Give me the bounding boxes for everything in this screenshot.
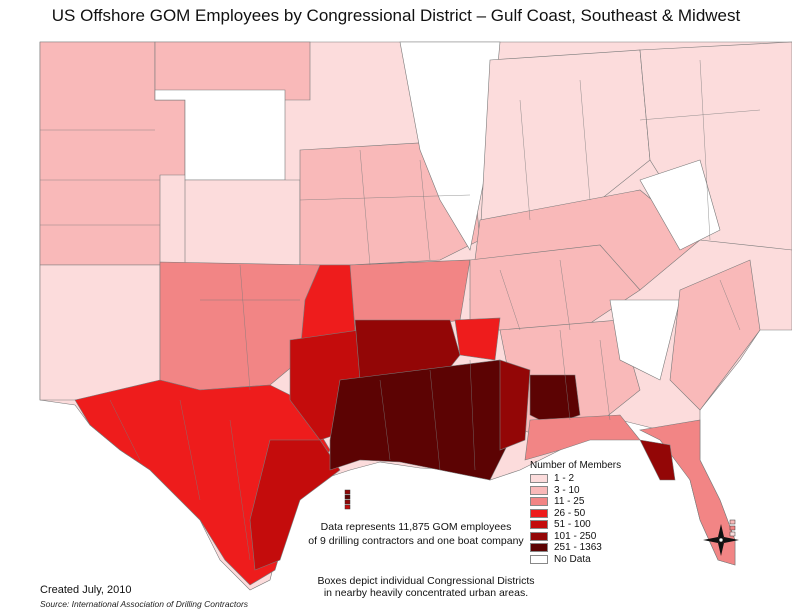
- boxes-note: Boxes depict individual Congressional Di…: [276, 575, 576, 599]
- district-lines: [40, 59, 761, 561]
- legend-label: 1 - 2: [554, 473, 575, 485]
- legend-swatch: [530, 543, 548, 553]
- legend-swatch: [530, 497, 548, 507]
- region-florida-dark: [639, 439, 676, 481]
- legend-swatch: [530, 554, 548, 564]
- florida-district-boxes: [729, 519, 736, 537]
- legend-item: 51 - 100: [530, 519, 640, 531]
- region-alabama-south: [499, 359, 531, 451]
- legend-item: No Data: [530, 554, 640, 566]
- legend-item: 251 - 1363: [530, 542, 640, 554]
- region-texas-coast: [249, 439, 341, 571]
- created-date: Created July, 2010: [40, 584, 132, 596]
- boxes-note-line1: Boxes depict individual Congressional Di…: [317, 575, 535, 587]
- urban-district-boxes: [344, 489, 351, 510]
- compass-rose-icon: [703, 524, 739, 556]
- source-credit: Source: International Association of Dri…: [40, 599, 249, 609]
- legend: Number of Members 1 - 2 3 - 10 11 - 25 2…: [530, 460, 640, 565]
- data-note-line2: of 9 drilling contractors and one boat c…: [308, 535, 524, 547]
- legend-swatch: [530, 485, 548, 495]
- legend-label: No Data: [554, 553, 591, 565]
- legend-item: 26 - 50: [530, 508, 640, 520]
- legend-swatch: [530, 520, 548, 530]
- region-no-data-2: [399, 41, 501, 251]
- legend-swatch: [530, 508, 548, 518]
- region-carolina-coast: [669, 259, 761, 411]
- region-plains: [184, 179, 301, 266]
- legend-label: 26 - 50: [554, 507, 586, 519]
- region-north-central: [154, 41, 311, 101]
- legend-label: 11 - 25: [554, 496, 585, 508]
- region-no-data-3: [639, 159, 721, 251]
- legend-item: 1 - 2: [530, 473, 640, 485]
- region-tennessee: [469, 244, 641, 331]
- data-note-line1: Data represents 11,875 GOM employees: [320, 521, 512, 533]
- legend-swatch: [530, 531, 548, 541]
- region-arkansas: [349, 259, 471, 331]
- boxes-note-line2: in nearby heavily concentrated urban are…: [323, 587, 529, 599]
- legend-label: 101 - 250: [554, 530, 597, 542]
- map-title: US Offshore GOM Employees by Congression…: [51, 6, 741, 25]
- legend-item: 3 - 10: [530, 485, 640, 497]
- region-florida: [639, 419, 736, 566]
- legend-item: 11 - 25: [530, 496, 640, 508]
- legend-label: 251 - 1363: [554, 542, 602, 554]
- data-note: Data represents 11,875 GOM employees of …: [296, 520, 536, 548]
- legend-label: 51 - 100: [554, 519, 591, 531]
- region-no-data-4: [609, 299, 681, 381]
- legend-swatch: [530, 474, 548, 484]
- region-panhandle: [524, 414, 641, 461]
- region-new-mexico: [39, 264, 161, 401]
- legend-item: 101 - 250: [530, 531, 640, 543]
- legend-title: Number of Members: [530, 460, 622, 471]
- region-alabama-red: [454, 317, 501, 361]
- legend-label: 3 - 10: [554, 484, 580, 496]
